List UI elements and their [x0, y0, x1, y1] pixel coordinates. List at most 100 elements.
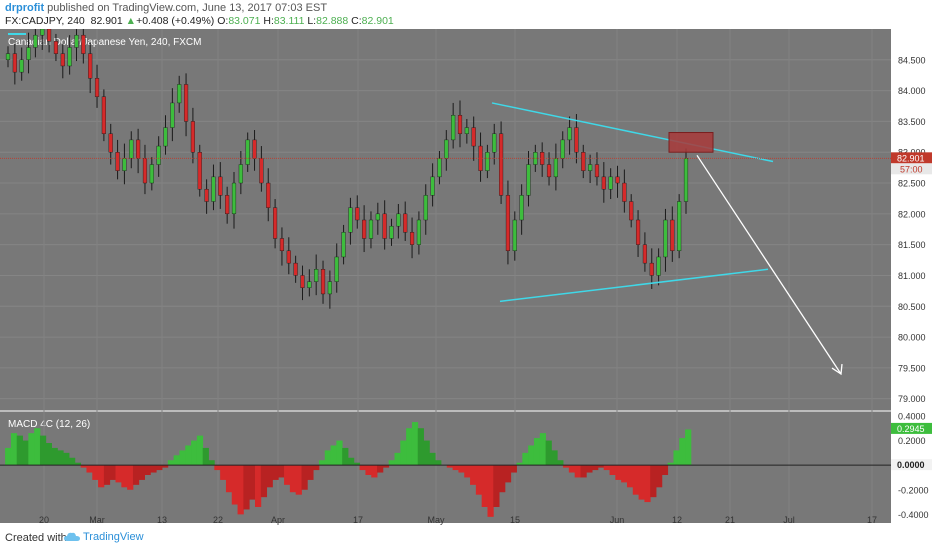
- macd-tick-label: -0.4000: [898, 510, 929, 520]
- candle-body: [341, 232, 346, 258]
- time-tick-label: Mar: [89, 515, 105, 525]
- macd-title: MACD 4C (12, 26): [8, 419, 90, 430]
- candle-body: [33, 34, 38, 48]
- change-value: +0.408 (+0.49%): [136, 15, 215, 27]
- countdown-tag: [891, 163, 932, 175]
- macd-bar: [98, 465, 105, 488]
- macd-bar: [237, 465, 244, 515]
- macd-bar: [545, 440, 552, 466]
- macd-bar: [80, 465, 87, 468]
- time-tick-label: 20: [39, 515, 49, 525]
- macd-bar: [429, 452, 436, 466]
- macd-bar: [644, 465, 651, 503]
- macd-bar: [86, 465, 93, 473]
- publish-info: drprofit published on TradingView.com, J…: [5, 2, 327, 14]
- macd-bar: [592, 465, 599, 471]
- candle-body: [512, 219, 517, 252]
- macd-value-tag-label: 0.2945: [897, 424, 925, 434]
- macd-bar: [388, 460, 395, 466]
- macd-tick-label: 0.2000: [898, 436, 926, 446]
- candle-body: [115, 152, 120, 171]
- price-tick-label: 84.500: [898, 55, 926, 65]
- macd-bar: [504, 465, 512, 483]
- candle-body: [499, 133, 504, 196]
- candle-body: [622, 182, 627, 202]
- candle-body: [430, 176, 435, 196]
- candle-body: [423, 195, 428, 221]
- open-value: 83.071: [228, 15, 261, 27]
- macd-bar: [115, 465, 122, 483]
- candle-body: [320, 269, 326, 295]
- macd-bar: [493, 465, 500, 507]
- candle-body: [505, 195, 511, 252]
- price-gridlines: [0, 29, 891, 523]
- candle-body: [588, 164, 593, 171]
- macd-bar: [673, 450, 680, 466]
- macd-bar: [667, 462, 674, 466]
- last-price: 82.901: [90, 15, 123, 27]
- macd-bar: [34, 428, 41, 466]
- candle-body: [663, 219, 668, 258]
- macd-bar: [522, 452, 529, 466]
- macd-bar: [638, 465, 645, 500]
- candle-body: [101, 96, 106, 134]
- candle-body: [642, 244, 647, 264]
- candle-body: [677, 201, 682, 252]
- author-link[interactable]: drprofit: [5, 2, 45, 14]
- candle-body: [492, 133, 497, 153]
- macd-bar: [208, 460, 215, 466]
- macd-bar: [255, 465, 262, 507]
- macd-bar: [539, 433, 547, 466]
- price-tick-label: 83.500: [898, 117, 926, 127]
- macd-bar: [162, 465, 169, 468]
- time-tick-label: 13: [157, 515, 167, 525]
- macd-bar: [533, 438, 541, 466]
- brand-label: TradingView: [83, 531, 144, 543]
- macd-bar: [632, 465, 639, 495]
- price-tick-label: 82.500: [898, 179, 926, 189]
- time-axis[interactable]: 20 Mar 13 22 Apr 17 May 15 Jun 12 21 Jul 17: [39, 515, 877, 525]
- macd-bar: [446, 465, 454, 468]
- drawing-tools[interactable]: [0, 102, 891, 376]
- macd-bar: [284, 465, 291, 485]
- macd-bar: [196, 435, 204, 466]
- macd-bar: [179, 450, 186, 466]
- macd-bar: [156, 465, 163, 471]
- macd-bar: [272, 465, 279, 480]
- countdown-tag-label: 57:00: [900, 164, 923, 174]
- macd-bar: [127, 465, 134, 490]
- candle-body: [197, 152, 202, 190]
- candle-body: [683, 158, 689, 202]
- macd-bar: [400, 440, 407, 466]
- price-tick-label: 79.000: [898, 394, 926, 404]
- macd-bar: [481, 465, 488, 507]
- chart-title: Canadian Dollar/Japanese Yen, 240, FXCM: [8, 37, 201, 48]
- macd-bar: [266, 465, 273, 488]
- high-value: 83.111: [273, 15, 305, 27]
- macd-bar: [394, 452, 401, 466]
- candle-body: [451, 115, 456, 141]
- close-label: C:: [351, 15, 362, 27]
- cloud-icon: [64, 532, 80, 541]
- candle-body: [170, 102, 175, 128]
- target-box: [668, 132, 714, 153]
- candle-body: [60, 53, 65, 67]
- symbol-label: FX:CADJPY, 240: [5, 15, 85, 27]
- macd-bar: [249, 465, 256, 500]
- candle-body: [396, 213, 401, 227]
- macd-bar: [220, 465, 227, 480]
- macd-bar: [28, 433, 35, 466]
- time-tick-label: Jul: [783, 515, 795, 525]
- candle-body: [47, 29, 52, 42]
- macd-tick-label: 0.4000: [898, 411, 926, 421]
- macd-bar: [16, 435, 23, 466]
- tradingview-brand[interactable]: TradingView: [64, 531, 144, 543]
- macd-bar: [452, 465, 459, 471]
- candle-body: [416, 219, 421, 245]
- macd-bar: [650, 465, 657, 498]
- macd-bar: [568, 465, 576, 473]
- candle-body: [409, 232, 415, 245]
- chart-area[interactable]: Canadian Dollar/Japanese Yen, 240, FXCM …: [0, 29, 932, 528]
- macd-bar: [510, 465, 517, 473]
- macd-histogram: [0, 422, 891, 517]
